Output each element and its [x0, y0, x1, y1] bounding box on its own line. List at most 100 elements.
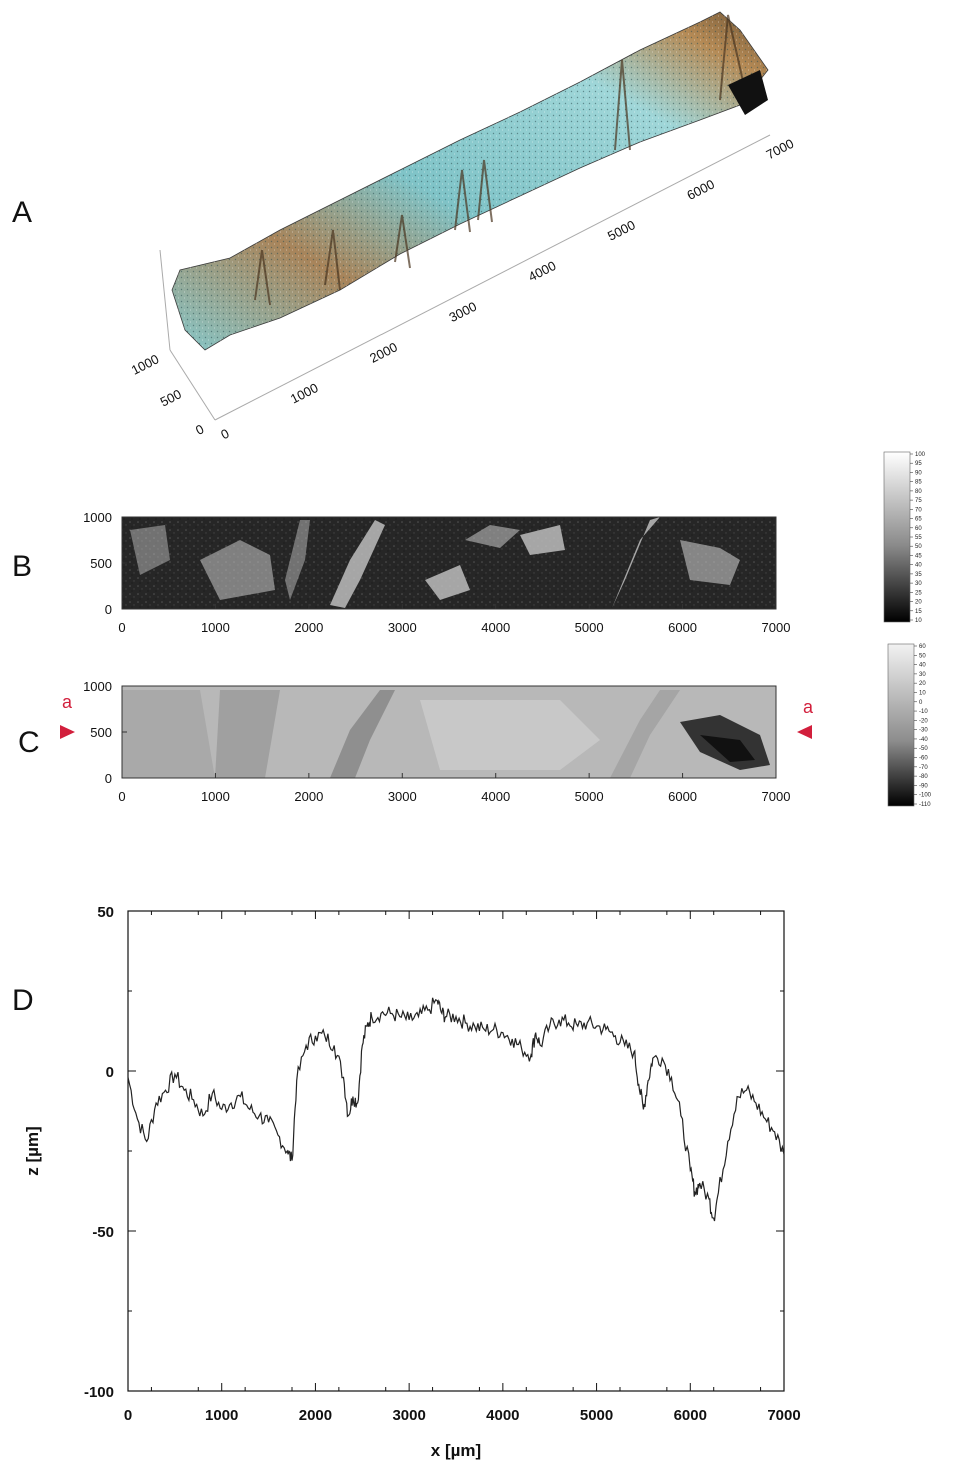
colorbar-tick-label: 60 — [919, 644, 926, 650]
axis-a-x-tick-label: 1000 — [288, 380, 321, 406]
colorbar-tick-label: 35 — [915, 572, 922, 578]
colorbar-tick-label: 25 — [915, 590, 922, 596]
colorbar-tick-label: -40 — [919, 737, 928, 743]
axis-d-y-tick-label: -100 — [84, 1384, 114, 1401]
axis-x-tick-label: 3000 — [388, 789, 417, 804]
colorbar-tick-label: 95 — [915, 461, 922, 467]
colorbar-tick-label: 10 — [919, 690, 926, 696]
axis-a-y-tick-label: 500 — [158, 386, 184, 409]
axis-x-tick-label: 2000 — [294, 620, 323, 635]
surface-dark-end — [728, 70, 768, 115]
colorbar-b — [883, 451, 911, 623]
axis-b-y-ticks: 0 500 1000 — [83, 510, 127, 617]
axis-a-x-tick-label: 0 — [218, 426, 231, 443]
colorbar-tick-label: 40 — [915, 563, 922, 569]
panel-letter-c: C — [18, 726, 40, 759]
colorbar-tick-label: -110 — [919, 802, 931, 808]
axis-c-x-ticks: 0 1000 2000 3000 4000 5000 6000 7000 — [118, 773, 790, 804]
panel-d-line-chart: 0 1000 2000 3000 4000 5000 6000 7000 50 0 -50 -100… — [23, 904, 801, 1460]
colorbar-tick-label: 10 — [915, 618, 922, 624]
axis-d-x-ticks: 0 1000 2000 3000 4000 5000 6000 7000 — [124, 911, 801, 1424]
axis-x-tick-label: 1000 — [201, 620, 230, 635]
axis-a-y — [169, 349, 216, 421]
axis-a-z — [159, 249, 171, 351]
axis-d-x-label: x [µm] — [431, 1441, 481, 1460]
colorbar-tick-label: 40 — [919, 663, 926, 669]
axis-y-tick-label: 500 — [90, 556, 112, 571]
colorbar-c-ticks: 60 50 40 30 20 10 0 -10 -20 -30 -40 -50 -60 -70 -80 -90… — [914, 644, 932, 808]
colorbar-tick-label: -50 — [919, 746, 928, 752]
axis-a-x-tick-label: 2000 — [367, 339, 400, 365]
axis-d-x-tick-label: 4000 — [486, 1407, 519, 1424]
axis-x-tick-label: 0 — [118, 620, 125, 635]
colorbar-tick-label: 55 — [915, 535, 922, 541]
colorbar-tick-label: 50 — [915, 544, 922, 550]
axis-y-tick-label: 0 — [105, 771, 112, 786]
axis-x-tick-label: 4000 — [481, 620, 510, 635]
axis-d-y-label: z [µm] — [23, 1126, 42, 1175]
axis-x-tick-label: 7000 — [762, 789, 791, 804]
axis-d-x-tick-label: 5000 — [580, 1407, 613, 1424]
axis-x-tick-label: 4000 — [481, 789, 510, 804]
axis-c-y-ticks: 0 500 1000 — [83, 679, 127, 786]
axis-y-tick-label: 1000 — [83, 679, 112, 694]
axis-d-x-tick-label: 6000 — [674, 1407, 707, 1424]
profile-marker-arrow-right — [797, 725, 812, 739]
axis-d-x-tick-label: 2000 — [299, 1407, 332, 1424]
axis-x-tick-label: 6000 — [668, 789, 697, 804]
panel-letter-d: D — [12, 984, 34, 1017]
axis-x-tick-label: 5000 — [575, 620, 604, 635]
profile-marker-label-left: a — [62, 692, 73, 712]
colorbar-tick-label: -10 — [919, 709, 928, 715]
axis-d-y-tick-label: -50 — [92, 1224, 114, 1241]
panel-letter-a: A — [12, 196, 32, 229]
axis-x-tick-label: 6000 — [668, 620, 697, 635]
axis-d-x-tick-label: 7000 — [767, 1407, 800, 1424]
colorbar-tick-label: 0 — [919, 700, 923, 706]
profile-series-line — [127, 997, 785, 1222]
axis-d-x-tick-label: 3000 — [392, 1407, 425, 1424]
axis-d-y-tick-label: 0 — [106, 1064, 114, 1081]
axis-a-x — [214, 134, 771, 421]
axis-a-x-tick-label: 6000 — [684, 176, 717, 202]
heatmap-b-features — [130, 517, 740, 608]
colorbar-tick-label: 30 — [915, 581, 922, 587]
axis-a-x-tick-label: 3000 — [447, 299, 480, 325]
axis-y-tick-label: 1000 — [83, 510, 112, 525]
colorbar-tick-label: -90 — [919, 783, 928, 789]
colorbar-tick-label: -60 — [919, 756, 928, 762]
colorbar-b-ticks: 100 95 90 85 80 75 70 65 60 55 50 45 40 35 30 25 20 15 10 — [910, 452, 926, 624]
colorbar-tick-label: 100 — [915, 452, 926, 458]
colorbar-tick-label: 65 — [915, 517, 922, 523]
axis-a-y-ticks: 0 500 1000 — [129, 351, 207, 438]
colorbar-c — [887, 643, 915, 807]
axis-a-y-tick-label: 0 — [193, 421, 206, 438]
colorbar-tick-label: 30 — [919, 672, 926, 678]
axis-d-x-tick-label: 0 — [124, 1407, 132, 1424]
colorbar-tick-label: -80 — [919, 774, 928, 780]
panel-a-surface: 0 1000 2000 3000 4000 5000 6000 7000 0 500 1000 — [129, 11, 797, 443]
axis-y-tick-label: 500 — [90, 725, 112, 740]
axis-a-y-tick-label: 1000 — [129, 351, 162, 377]
colorbar-tick-label: 50 — [919, 653, 926, 659]
panel-letter-b: B — [12, 550, 32, 583]
colorbar-tick-label: 75 — [915, 498, 922, 504]
colorbar-tick-label: 45 — [915, 553, 922, 559]
axis-d-y-tick-label: 50 — [97, 904, 114, 921]
axis-x-tick-label: 3000 — [388, 620, 417, 635]
axis-b-x-ticks: 0 1000 2000 3000 4000 5000 6000 7000 — [118, 604, 790, 635]
colorbar-tick-label: -20 — [919, 718, 928, 724]
axis-a-x-tick-label: 4000 — [526, 258, 559, 284]
axis-x-tick-label: 5000 — [575, 789, 604, 804]
axis-x-tick-label: 7000 — [762, 620, 791, 635]
axis-a-x-tick-label: 7000 — [764, 136, 797, 162]
axis-y-tick-label: 0 — [105, 602, 112, 617]
profile-marker-label-right: a — [803, 697, 814, 717]
plot-frame-d — [127, 910, 785, 1392]
colorbar-tick-label: 60 — [915, 526, 922, 532]
surface-peaks — [254, 14, 746, 306]
axis-a-x-tick-label: 5000 — [605, 217, 638, 243]
